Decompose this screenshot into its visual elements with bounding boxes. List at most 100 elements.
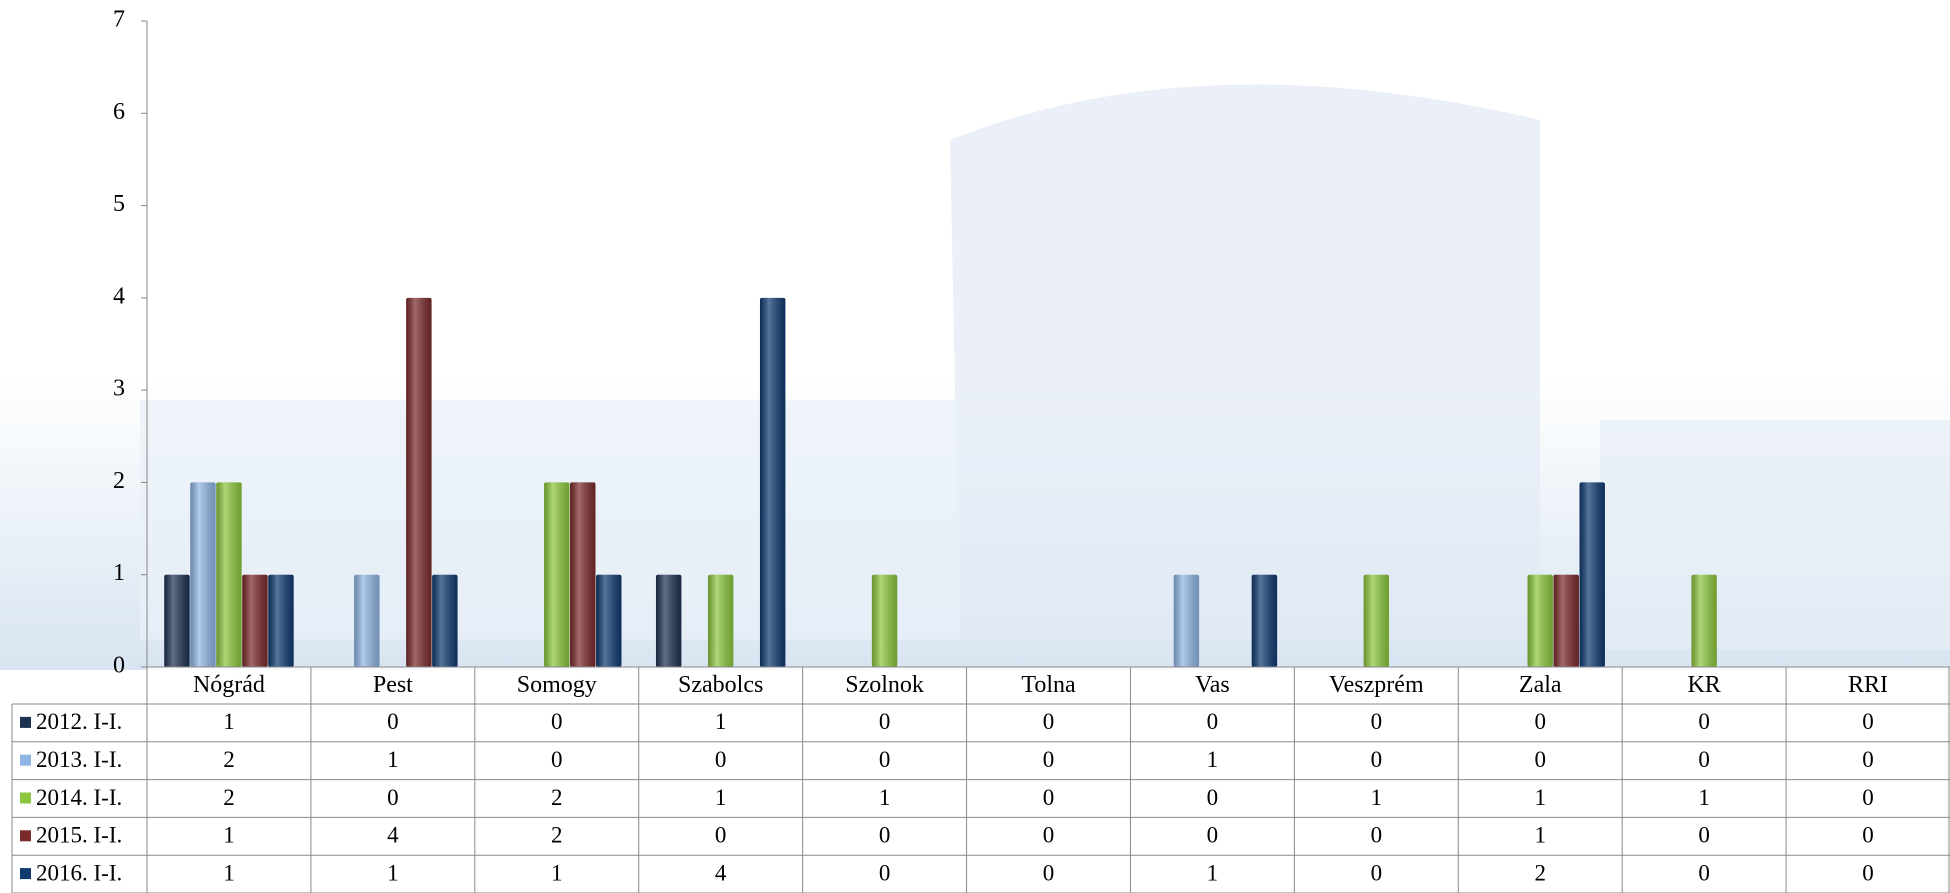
table-value: 0 xyxy=(879,709,891,734)
table-header xyxy=(147,667,1949,704)
table-value: 1 xyxy=(551,860,563,885)
legend-key xyxy=(20,868,31,880)
table-value: 1 xyxy=(715,709,727,734)
table-value: 4 xyxy=(715,860,727,885)
table-value: 0 xyxy=(387,709,399,734)
table-value: 1 xyxy=(879,785,891,810)
bar-shine xyxy=(1251,574,1278,667)
table-value: 0 xyxy=(879,747,891,772)
table-value: 1 xyxy=(223,860,235,885)
bar-shine xyxy=(406,297,432,667)
y-tick-label: 1 xyxy=(113,560,125,586)
table-value: 0 xyxy=(715,823,727,848)
bar-shine xyxy=(268,574,294,667)
y-tick-label: 5 xyxy=(113,191,125,217)
bar-shine xyxy=(1691,574,1717,667)
table-value: 1 xyxy=(1534,823,1546,848)
table-value: 4 xyxy=(387,823,399,848)
table-value: 0 xyxy=(1862,860,1874,885)
table-value: 2 xyxy=(223,747,235,772)
table-value: 1 xyxy=(387,747,399,772)
table-value: 0 xyxy=(1698,709,1710,734)
legend-label: 2014. I-I. xyxy=(36,785,122,810)
legend-label: 2015. I-I. xyxy=(36,823,122,848)
bar-shine xyxy=(544,482,570,667)
y-tick-label: 2 xyxy=(113,468,125,494)
legend-key xyxy=(20,754,31,766)
table-value: 2 xyxy=(223,785,235,810)
legend-key xyxy=(20,716,31,728)
bar-shine xyxy=(1527,574,1553,667)
table-value: 1 xyxy=(223,823,235,848)
x-tick-label: Vas xyxy=(1195,672,1230,698)
table-value: 0 xyxy=(1043,823,1055,848)
bar-shine xyxy=(871,574,898,667)
table-value: 1 xyxy=(1207,860,1219,885)
table-value: 0 xyxy=(1043,785,1055,810)
bar-shine xyxy=(164,574,190,667)
table-value: 0 xyxy=(551,747,563,772)
x-tick-label: Zala xyxy=(1519,672,1562,698)
table-body xyxy=(12,704,1949,893)
table-value: 1 xyxy=(1371,785,1383,810)
bar-shine xyxy=(655,574,682,667)
table-value: 0 xyxy=(1043,860,1055,885)
table-value: 2 xyxy=(1534,860,1546,885)
table-value: 0 xyxy=(1043,747,1055,772)
x-tick-label: Nógrád xyxy=(193,672,265,698)
table-value: 1 xyxy=(387,860,399,885)
table-value: 0 xyxy=(1207,709,1219,734)
y-tick-label: 6 xyxy=(113,99,125,125)
y-tick-label: 4 xyxy=(113,283,125,309)
table-value: 0 xyxy=(1862,823,1874,848)
table-value: 0 xyxy=(879,860,891,885)
table-value: 1 xyxy=(1698,785,1710,810)
table-value: 0 xyxy=(1043,709,1055,734)
table-value: 0 xyxy=(1371,709,1383,734)
legend-key xyxy=(20,792,31,804)
table-value: 0 xyxy=(715,747,727,772)
table-value: 2 xyxy=(551,823,563,848)
legend-label: 2013. I-I. xyxy=(36,747,122,772)
x-tick-label: Tolna xyxy=(1021,672,1076,698)
bar-shine xyxy=(707,574,734,667)
table-value: 1 xyxy=(715,785,727,810)
table-value: 0 xyxy=(1698,747,1710,772)
bar-shine xyxy=(570,482,596,667)
bar-shine xyxy=(216,482,242,667)
bar-shine xyxy=(1579,482,1605,667)
y-tick-label: 0 xyxy=(113,653,125,679)
bar-shine xyxy=(432,574,458,667)
table-value: 0 xyxy=(879,823,891,848)
table-value: 0 xyxy=(387,785,399,810)
bar-shine xyxy=(596,574,622,667)
bar-shine xyxy=(759,297,786,667)
table-value: 0 xyxy=(1862,785,1874,810)
table-value: 0 xyxy=(1698,860,1710,885)
bar-shine xyxy=(1173,574,1200,667)
bar-shine xyxy=(1363,574,1390,667)
table-value: 0 xyxy=(1534,709,1546,734)
legend-label: 2016. I-I. xyxy=(36,860,122,885)
table-value: 2 xyxy=(551,785,563,810)
table-value: 0 xyxy=(1371,860,1383,885)
bar-shine xyxy=(190,482,216,667)
y-tick-label: 3 xyxy=(113,376,125,402)
table-value: 0 xyxy=(1371,747,1383,772)
legend-key xyxy=(20,830,31,842)
bar-shine xyxy=(1553,574,1579,667)
table-value: 1 xyxy=(1534,785,1546,810)
table-value: 1 xyxy=(223,709,235,734)
x-tick-label: Veszprém xyxy=(1329,672,1424,698)
table-value: 1 xyxy=(1207,747,1219,772)
legend-label: 2012. I-I. xyxy=(36,709,122,734)
table-value: 0 xyxy=(1207,785,1219,810)
x-tick-label: RRI xyxy=(1848,672,1888,698)
bar-shine xyxy=(354,574,380,667)
table-value: 0 xyxy=(1371,823,1383,848)
x-tick-label: Pest xyxy=(373,672,413,698)
table-value: 0 xyxy=(1698,823,1710,848)
table-value: 0 xyxy=(1862,747,1874,772)
x-tick-label: Szabolcs xyxy=(678,672,763,698)
